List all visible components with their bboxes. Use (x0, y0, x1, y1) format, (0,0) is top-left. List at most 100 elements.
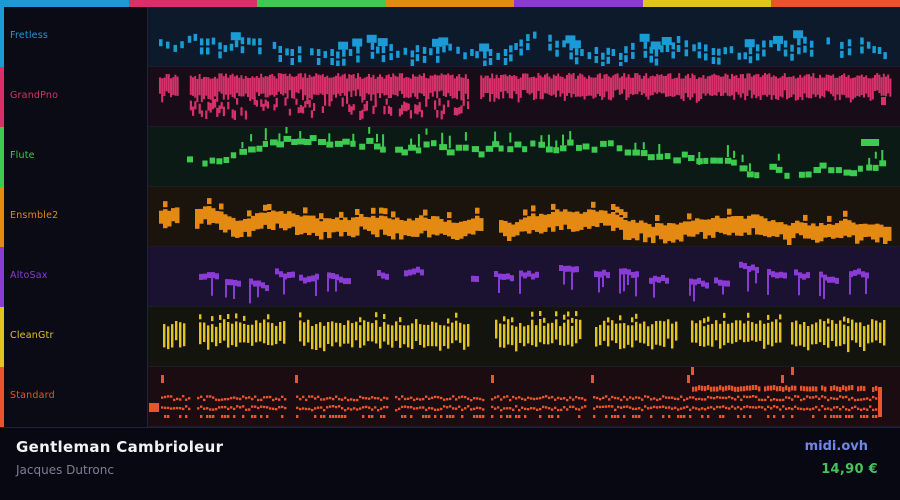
note (827, 318, 830, 324)
note (836, 397, 839, 401)
note (515, 415, 518, 418)
note (671, 42, 675, 50)
note (233, 279, 237, 286)
note (751, 322, 754, 341)
note (619, 61, 623, 66)
note (359, 407, 362, 410)
note (675, 224, 680, 240)
note (335, 75, 337, 98)
note (335, 280, 337, 292)
note (239, 406, 242, 409)
note (783, 73, 786, 91)
note (713, 397, 716, 400)
note (767, 395, 770, 399)
note (722, 386, 725, 392)
note (508, 74, 511, 99)
note (428, 406, 431, 410)
note (415, 54, 420, 62)
note (271, 323, 274, 346)
note (411, 220, 416, 237)
note (273, 76, 276, 97)
note (697, 51, 702, 59)
note (635, 415, 638, 418)
note (803, 45, 807, 53)
note (649, 76, 652, 96)
note (601, 52, 605, 60)
note (819, 319, 822, 343)
note (283, 213, 288, 231)
note (315, 73, 318, 95)
note (872, 387, 875, 392)
note (479, 397, 482, 401)
note (287, 272, 291, 278)
note (236, 98, 239, 105)
note (359, 76, 362, 97)
note (718, 279, 722, 286)
note (689, 408, 692, 411)
note (821, 77, 824, 97)
note (535, 325, 538, 347)
note (800, 407, 803, 411)
note (634, 73, 637, 95)
note (159, 39, 163, 47)
note (743, 395, 746, 398)
note (639, 33, 650, 42)
note (171, 208, 176, 222)
note (386, 397, 389, 400)
note (265, 285, 269, 291)
note (788, 76, 791, 99)
note (771, 271, 775, 278)
note (231, 323, 234, 346)
note (423, 324, 426, 348)
note (352, 104, 355, 111)
note (699, 219, 704, 232)
note (720, 76, 722, 96)
note (407, 397, 410, 400)
note (328, 133, 331, 142)
note (570, 74, 573, 98)
note (607, 76, 610, 100)
note (682, 78, 685, 102)
note (559, 211, 564, 230)
note (203, 398, 206, 402)
note (203, 77, 205, 100)
note (467, 397, 470, 400)
note (866, 397, 869, 400)
note (531, 273, 535, 280)
note (182, 407, 185, 411)
note (540, 135, 543, 143)
note (519, 39, 523, 47)
note (281, 395, 284, 398)
note (380, 415, 383, 418)
note (552, 74, 555, 95)
note (539, 319, 542, 343)
site-link[interactable]: midi.ovh (804, 439, 868, 454)
note (746, 405, 749, 408)
note (526, 43, 530, 51)
note (263, 319, 266, 344)
note (581, 406, 584, 409)
note (530, 397, 533, 400)
note (404, 397, 407, 401)
note (593, 396, 596, 399)
note (497, 395, 500, 398)
note (635, 396, 638, 399)
note (297, 73, 300, 94)
note (575, 407, 578, 411)
note (207, 272, 211, 279)
note (859, 322, 862, 347)
note (250, 134, 253, 142)
note (727, 208, 732, 215)
note (249, 278, 253, 285)
note (164, 395, 167, 399)
note (503, 407, 506, 410)
note (762, 40, 766, 48)
note (229, 75, 232, 95)
note (330, 77, 333, 102)
note (582, 143, 590, 150)
note (834, 77, 837, 101)
note (483, 51, 487, 59)
note (332, 405, 335, 408)
note (437, 408, 440, 411)
note (296, 415, 299, 418)
